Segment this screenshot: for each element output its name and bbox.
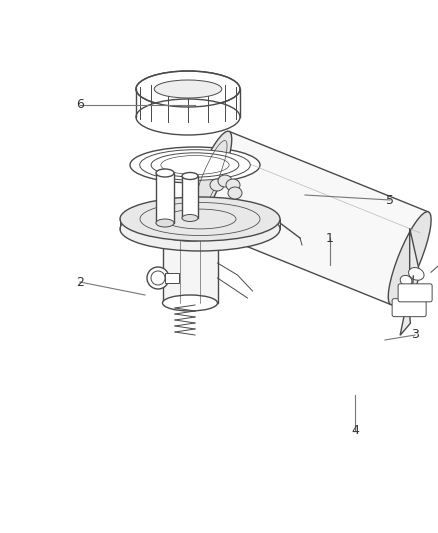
Ellipse shape (161, 156, 229, 174)
Ellipse shape (130, 147, 260, 183)
Ellipse shape (120, 207, 280, 251)
Ellipse shape (156, 219, 174, 227)
Text: 5: 5 (386, 193, 394, 206)
Text: 6: 6 (76, 99, 84, 111)
Ellipse shape (136, 99, 240, 135)
Bar (165, 273, 179, 283)
Text: 1: 1 (326, 231, 334, 245)
Polygon shape (191, 131, 428, 305)
Bar (156, 173, 174, 223)
Ellipse shape (151, 153, 239, 177)
Polygon shape (400, 228, 420, 335)
Ellipse shape (182, 173, 198, 180)
Text: 4: 4 (351, 424, 359, 437)
Ellipse shape (140, 150, 250, 180)
FancyBboxPatch shape (398, 284, 432, 302)
Text: 2: 2 (76, 276, 84, 288)
Ellipse shape (226, 179, 240, 191)
Ellipse shape (189, 131, 232, 224)
Ellipse shape (156, 169, 174, 177)
Text: 3: 3 (411, 328, 419, 342)
Ellipse shape (182, 214, 198, 222)
FancyBboxPatch shape (392, 298, 426, 317)
Ellipse shape (162, 295, 218, 311)
Ellipse shape (151, 271, 165, 285)
Ellipse shape (154, 80, 222, 98)
Ellipse shape (228, 187, 242, 199)
Bar (182, 176, 198, 218)
Ellipse shape (218, 175, 232, 187)
Ellipse shape (120, 197, 280, 241)
Ellipse shape (400, 276, 412, 286)
Ellipse shape (210, 179, 224, 191)
Ellipse shape (147, 267, 169, 289)
Ellipse shape (388, 212, 431, 305)
Ellipse shape (409, 268, 424, 280)
Ellipse shape (162, 225, 218, 241)
Ellipse shape (136, 71, 240, 107)
Bar (162, 233, 218, 303)
